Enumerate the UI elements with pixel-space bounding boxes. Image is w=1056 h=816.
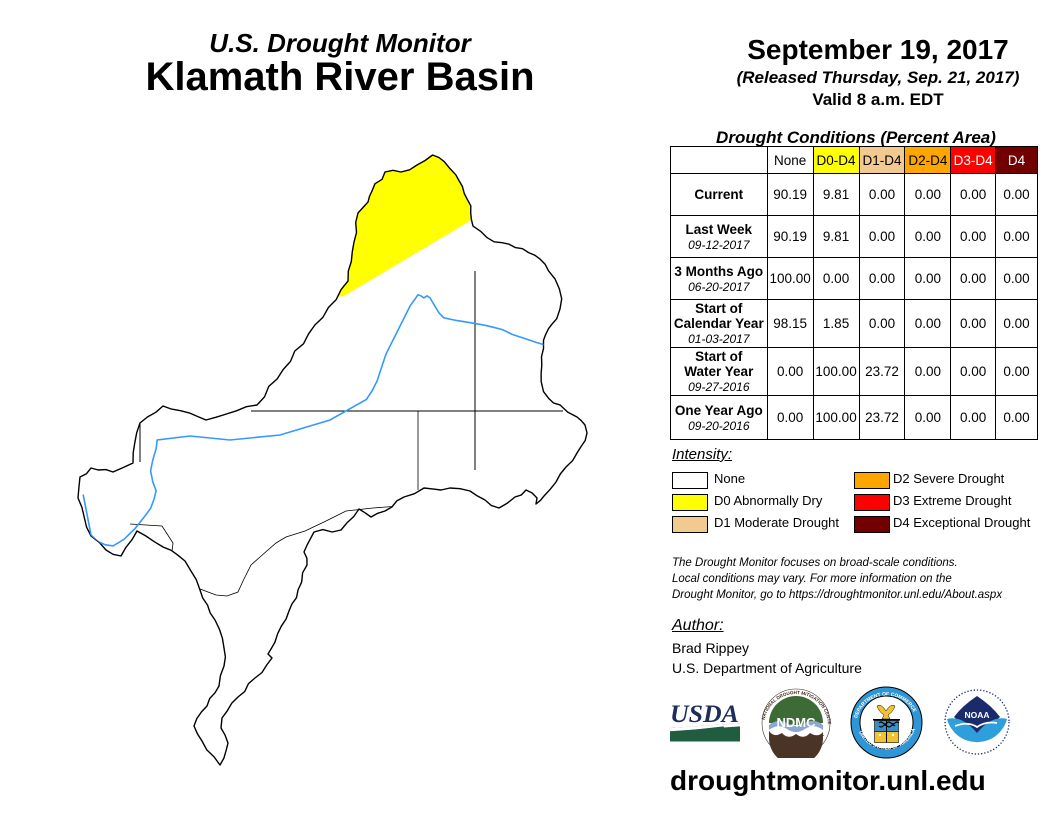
svg-text:NOAA: NOAA [964,710,989,720]
svg-text:USDA: USDA [670,699,739,728]
svg-text:NDMC: NDMC [777,715,817,730]
